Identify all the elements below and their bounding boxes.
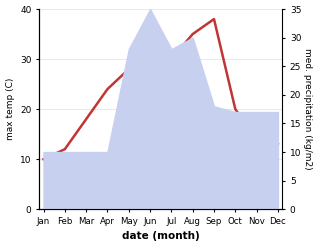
X-axis label: date (month): date (month) bbox=[122, 231, 200, 242]
Y-axis label: med. precipitation (kg/m2): med. precipitation (kg/m2) bbox=[303, 48, 313, 170]
Y-axis label: max temp (C): max temp (C) bbox=[5, 78, 15, 140]
